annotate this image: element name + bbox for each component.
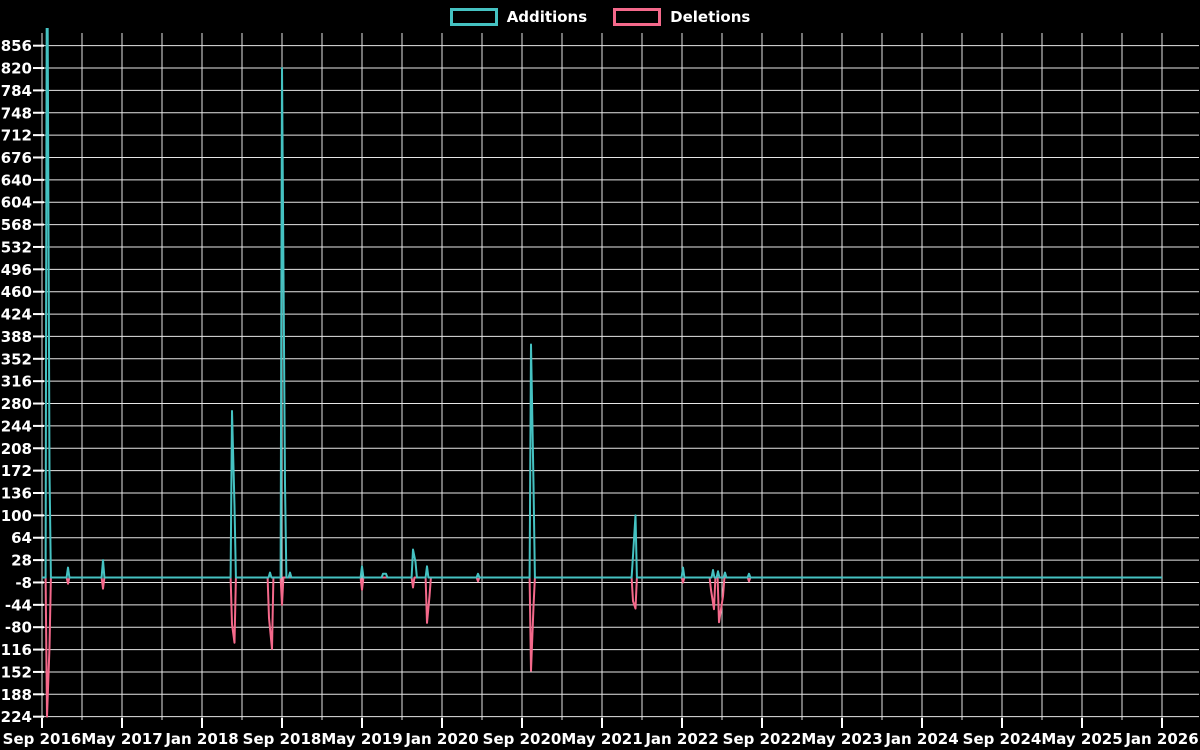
legend-item-deletions[interactable]: Deletions [613, 8, 750, 26]
y-tick-label: 532 [1, 238, 32, 256]
y-tick-label: 604 [1, 194, 32, 212]
y-tick-label: 640 [1, 171, 32, 189]
y-tick-label: 568 [1, 216, 32, 234]
y-tick-label: -116 [0, 641, 32, 659]
chart-legend: Additions Deletions [0, 4, 1200, 30]
x-tick-label: Sep 2022 [723, 730, 802, 748]
x-tick-label: Sep 2018 [243, 730, 322, 748]
y-tick-label: -224 [0, 708, 32, 726]
y-tick-label: -152 [0, 663, 32, 681]
x-tick-label: Sep 2024 [963, 730, 1042, 748]
x-tick-label: Jan 2020 [404, 730, 478, 748]
y-tick-label: 820 [1, 60, 32, 78]
x-tick-label: Jan 2022 [644, 730, 718, 748]
legend-item-additions[interactable]: Additions [449, 8, 588, 26]
legend-label-additions: Additions [506, 8, 588, 26]
y-tick-label: 64 [11, 529, 32, 547]
y-tick-label: 712 [1, 127, 32, 145]
y-tick-label: 316 [1, 373, 32, 391]
y-tick-label: 424 [1, 306, 32, 324]
y-tick-label: -8 [15, 574, 32, 592]
y-tick-label: 784 [1, 82, 32, 100]
x-tick-label: Jan 2018 [164, 730, 238, 748]
x-tick-label: May 2019 [321, 730, 402, 748]
x-tick-label: Sep 2016 [3, 730, 82, 748]
y-tick-label: 280 [1, 395, 32, 413]
x-tick-label: Jan 2026 [1124, 730, 1198, 748]
y-tick-label: 856 [1, 37, 32, 55]
y-tick-label: 136 [1, 485, 32, 503]
y-tick-label: 748 [1, 104, 32, 122]
x-tick-label: May 2025 [1041, 730, 1122, 748]
y-tick-label: 208 [1, 440, 32, 458]
additions-swatch-icon [449, 8, 498, 26]
x-tick-label: Sep 2020 [483, 730, 562, 748]
y-tick-label: -188 [0, 686, 32, 704]
y-tick-label: 100 [1, 507, 32, 525]
x-tick-label: Jan 2024 [884, 730, 958, 748]
y-tick-label: 676 [1, 149, 32, 167]
legend-label-deletions: Deletions [670, 8, 751, 26]
series-line-deletions [42, 576, 1162, 718]
y-tick-label: 172 [1, 462, 32, 480]
y-tick-label: 496 [1, 261, 32, 279]
x-tick-label: May 2017 [81, 730, 162, 748]
y-tick-label: 28 [11, 552, 32, 570]
x-tick-label: May 2023 [801, 730, 882, 748]
y-tick-label: -80 [5, 619, 32, 637]
y-tick-label: 460 [1, 283, 32, 301]
x-tick-label: May 2021 [561, 730, 642, 748]
deletions-swatch-icon [613, 8, 662, 26]
series-line-additions [42, 28, 1162, 579]
y-tick-label: 244 [1, 417, 32, 435]
y-tick-label: -44 [5, 596, 32, 614]
y-tick-label: 352 [1, 350, 32, 368]
y-tick-label: 388 [1, 328, 32, 346]
